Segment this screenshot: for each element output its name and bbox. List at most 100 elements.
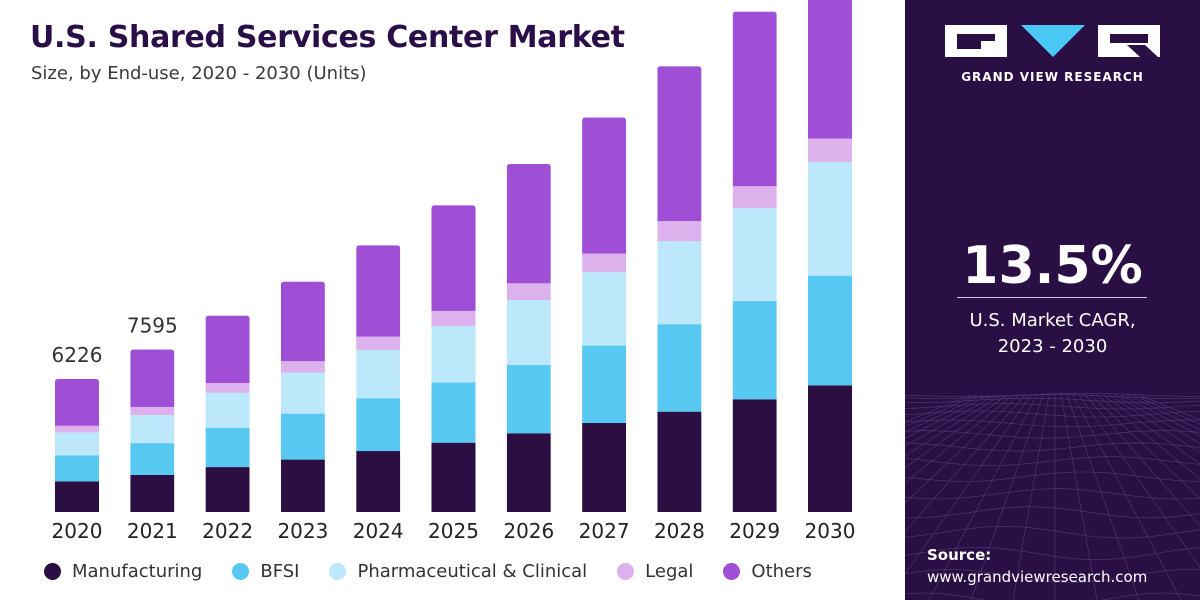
bar-segment-manufacturing-2025	[431, 442, 476, 512]
legend-item: Manufacturing	[44, 561, 202, 582]
bar-segment-legal-2029	[732, 186, 777, 209]
bar-segment-manufacturing-2021	[130, 474, 175, 512]
bar-segment-bfsi-2020	[55, 455, 99, 482]
logo-r-mark	[1098, 25, 1160, 57]
bar-segment-pharmaceutical-clinical-2029	[732, 208, 777, 302]
legend-label: Manufacturing	[72, 561, 203, 582]
legend-item: Others	[723, 561, 812, 582]
bar-segment-manufacturing-2020	[55, 481, 99, 512]
brand-sidebar: GRAND VIEW RESEARCH 13.5% U.S. Market CA…	[905, 0, 1200, 600]
bar-segment-bfsi-2029	[732, 301, 777, 400]
bar-segment-pharmaceutical-clinical-2021	[130, 415, 175, 444]
legend-label: Others	[751, 561, 812, 582]
chart-legend: Manufacturing BFSI Pharmaceutical & Clinic…	[44, 561, 842, 582]
x-tick-label: 2023	[277, 519, 328, 543]
logo-v-mark	[1021, 25, 1085, 57]
bar-segment-bfsi-2026	[506, 364, 551, 434]
bar-stack-2026	[506, 163, 551, 512]
bar-stack-2024	[356, 245, 401, 512]
bar-segment-manufacturing-2028	[657, 411, 702, 512]
x-tick-label: 2030	[805, 519, 856, 543]
legend-item: Pharmaceutical & Clinical	[329, 561, 587, 582]
chart-title: U.S. Shared Services Center Market	[30, 20, 625, 55]
legend-label: Legal	[645, 561, 694, 582]
bar-segment-others-2028	[657, 66, 702, 222]
bar-segment-legal-2028	[657, 221, 702, 242]
bar-segment-manufacturing-2024	[356, 451, 401, 512]
bar-stack-2030	[808, 0, 852, 512]
bar-segment-pharmaceutical-clinical-2024	[356, 349, 401, 399]
bar-stack-2025	[431, 205, 476, 512]
x-tick-label: 2020	[52, 519, 103, 543]
bar-segment-pharmaceutical-clinical-2022	[205, 392, 250, 428]
total-value-label: 6226	[52, 343, 103, 367]
bar-segment-bfsi-2027	[582, 345, 627, 424]
wireframe-grid	[905, 393, 1200, 600]
bar-segment-manufacturing-2026	[506, 433, 551, 512]
bar-segment-bfsi-2021	[130, 443, 175, 475]
bar-segment-legal-2024	[356, 336, 401, 350]
cagr-label: U.S. Market CAGR,	[969, 310, 1136, 331]
bar-stack-2020	[55, 378, 99, 512]
bar-segment-others-2024	[356, 245, 401, 337]
bar-stack-2029	[732, 11, 777, 512]
x-tick-label: 2021	[127, 519, 178, 543]
bar-segment-manufacturing-2027	[582, 423, 627, 512]
x-tick-label: 2027	[579, 519, 630, 543]
total-value-label: 7595	[127, 314, 178, 338]
cagr-period: 2023 - 2030	[997, 336, 1108, 357]
legend-swatch	[329, 563, 347, 580]
legend-label: BFSI	[260, 561, 300, 582]
bar-segment-pharmaceutical-clinical-2020	[55, 432, 99, 456]
bar-segment-others-2027	[582, 117, 627, 254]
brand-name: GRAND VIEW RESEARCH	[961, 70, 1144, 84]
bar-segment-pharmaceutical-clinical-2028	[657, 241, 702, 325]
bar-segment-legal-2025	[431, 310, 476, 326]
legend-swatch	[232, 563, 250, 580]
x-tick-label: 2028	[654, 519, 705, 543]
bar-segment-manufacturing-2029	[732, 399, 777, 512]
bar-stack-2027	[582, 117, 627, 512]
x-tick-label: 2024	[353, 519, 404, 543]
bar-stack-2028	[657, 66, 702, 512]
chart-panel: U.S. Shared Services Center Market Size,…	[30, 0, 856, 582]
bar-segment-bfsi-2030	[808, 275, 852, 386]
stacked-bar-chart: 2020 6226 2021 7595 2022 2023 2024 2025 2026 2027…	[52, 0, 856, 543]
cagr-divider	[957, 297, 1147, 298]
bar-segment-others-2020	[55, 378, 99, 426]
legend-swatch	[723, 563, 741, 580]
bar-segment-others-2025	[431, 205, 476, 311]
gvr-logo	[945, 25, 1160, 57]
legend-swatch	[44, 563, 61, 580]
source-label: Source:	[927, 546, 992, 564]
bar-segment-bfsi-2024	[356, 398, 401, 452]
bar-stack-2021	[130, 349, 175, 512]
bar-segment-manufacturing-2030	[808, 385, 852, 512]
bar-segment-manufacturing-2022	[205, 467, 250, 512]
x-tick-label: 2022	[202, 519, 253, 543]
bar-segment-legal-2021	[130, 406, 175, 416]
cagr-value: 13.5%	[962, 236, 1143, 296]
bar-segment-others-2023	[280, 281, 325, 362]
x-tick-label: 2025	[428, 519, 479, 543]
bar-segment-bfsi-2023	[280, 413, 325, 460]
bar-segment-manufacturing-2023	[280, 459, 325, 512]
legend-swatch	[617, 563, 635, 580]
legend-item: Legal	[617, 561, 693, 582]
legend-item: BFSI	[232, 561, 299, 582]
logo-g-mark	[945, 25, 1007, 57]
bar-segment-pharmaceutical-clinical-2026	[506, 300, 551, 365]
bar-stack-2022	[205, 315, 250, 512]
x-tick-label: 2026	[503, 519, 554, 543]
bar-segment-legal-2030	[808, 138, 852, 163]
bar-segment-legal-2023	[280, 361, 325, 373]
bar-segment-legal-2027	[582, 253, 627, 272]
bar-segment-bfsi-2028	[657, 324, 702, 412]
bar-stack-2023	[280, 281, 325, 512]
bar-segment-others-2029	[732, 11, 777, 187]
wireframe-background	[905, 393, 1200, 600]
bar-segment-others-2026	[506, 163, 551, 284]
bar-segment-pharmaceutical-clinical-2025	[431, 325, 476, 383]
source-url: www.grandviewresearch.com	[927, 568, 1148, 586]
x-tick-label: 2029	[729, 519, 780, 543]
